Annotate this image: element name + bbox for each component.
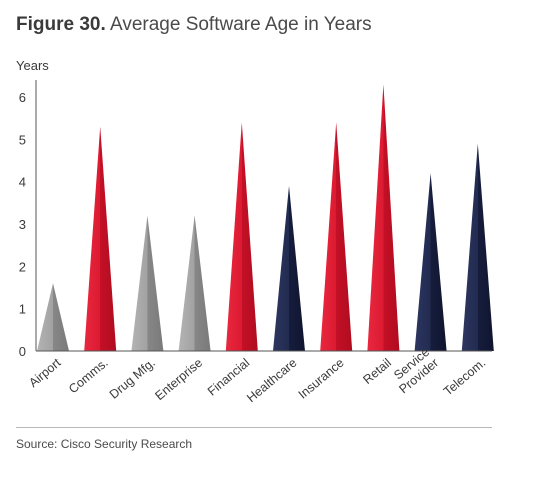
y-ticks: 0 1 2 3 4 5 6 [19, 90, 26, 359]
x-tick-label: Comms. [66, 356, 111, 397]
bar-service-provider [414, 173, 447, 351]
x-tick-label: Enterprise [152, 356, 205, 403]
x-tick-label-line: Retail [360, 356, 393, 387]
bar-financial [225, 122, 258, 352]
x-tick-label-line: Drug Mfg. [107, 356, 158, 402]
x-labels: Airport Comms.Drug Mfg.Enterprise Financia… [26, 345, 488, 405]
bars [37, 84, 494, 352]
bar-airport [37, 283, 69, 351]
x-tick-label: Airport [26, 355, 64, 390]
y-tick-label: 5 [19, 132, 26, 147]
y-axis-label: Years [16, 58, 49, 73]
bar-enterprise [178, 215, 211, 351]
x-tick-label-line: Telecom. [441, 356, 488, 399]
x-tick-label: Telecom. [441, 356, 488, 399]
source-note: Source: Cisco Security Research [16, 437, 193, 451]
x-tick-label: Retail [360, 356, 393, 387]
title-text: Average Software Age in Years [109, 14, 372, 35]
y-tick-label: 4 [19, 175, 26, 190]
y-tick-label: 2 [19, 259, 26, 274]
x-tick-label: Healthcare [244, 356, 299, 406]
bar-healthcare [273, 185, 305, 351]
bar-insurance [320, 122, 353, 352]
y-tick-label: 1 [19, 302, 26, 317]
x-tick-label-line: Insurance [296, 356, 347, 402]
x-tick-label-line: Enterprise [152, 356, 205, 403]
y-tick-label: 6 [19, 90, 26, 105]
x-tick-label-line: Airport [26, 355, 64, 390]
bar-comms [84, 126, 117, 351]
bar-telecom [461, 143, 494, 351]
x-tick-label-line: Comms. [66, 356, 111, 397]
x-tick-label-line: Healthcare [244, 356, 299, 406]
x-tick-label: Drug Mfg. [107, 356, 158, 402]
x-tick-label: Financial [205, 356, 252, 399]
x-tick-label: Insurance [296, 356, 347, 402]
y-tick-label: 0 [19, 344, 26, 359]
y-tick-label: 3 [19, 217, 26, 232]
bar-retail [367, 84, 400, 352]
divider [16, 427, 492, 428]
x-tick-label-line: Financial [205, 356, 252, 399]
bar-drug-mfg [131, 215, 164, 351]
figure-number: Figure 30. [16, 14, 106, 35]
chart-title: Figure 30. Average Software Age in Years [16, 14, 372, 36]
